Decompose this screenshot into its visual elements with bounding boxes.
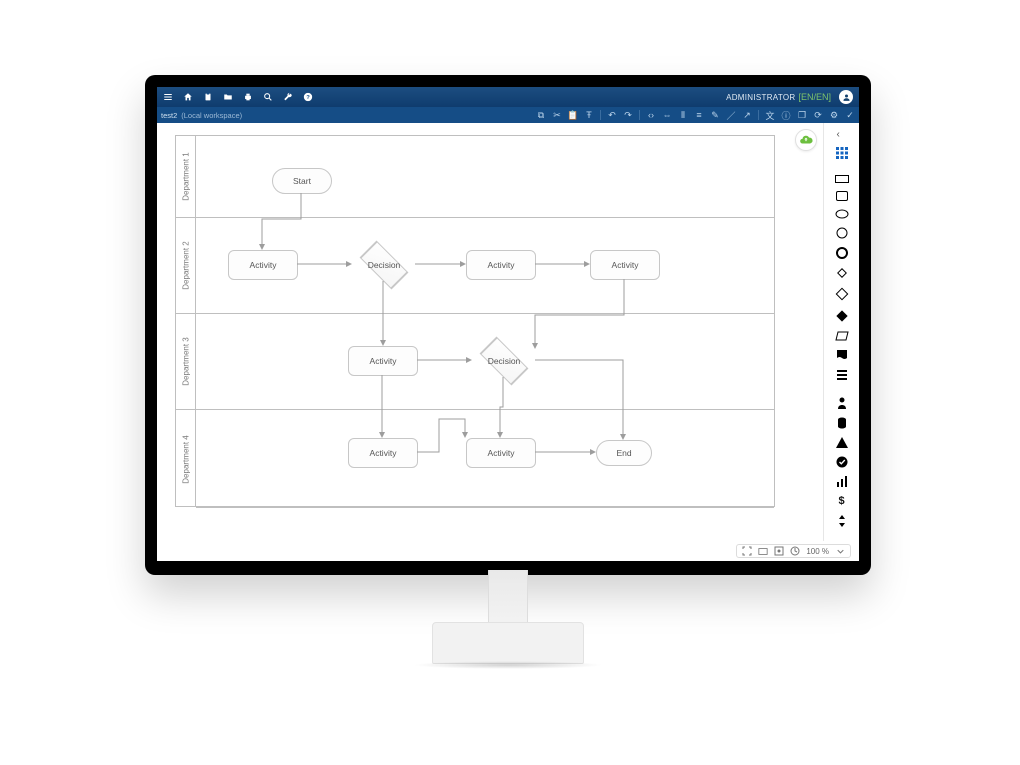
terminal-node[interactable]: Start bbox=[272, 168, 332, 194]
monitor-stand bbox=[432, 570, 584, 675]
zoom-label: 100 % bbox=[806, 547, 829, 556]
palette-collapse-icon[interactable]: ‹ bbox=[837, 129, 847, 139]
database-icon[interactable] bbox=[835, 417, 849, 429]
status-bar: 100 % bbox=[157, 541, 859, 561]
fit-screen-icon[interactable] bbox=[742, 546, 752, 556]
shape-palette: ‹ $T bbox=[823, 123, 859, 541]
sort-icon[interactable] bbox=[835, 515, 849, 527]
undo-icon[interactable]: ↶ bbox=[607, 110, 617, 120]
activity-node[interactable]: Activity bbox=[466, 250, 536, 280]
tab-name: test2 bbox=[161, 111, 177, 120]
code-icon[interactable]: ‹› bbox=[646, 110, 656, 120]
person-icon[interactable] bbox=[835, 397, 849, 409]
zoom-dropdown-icon[interactable] bbox=[835, 546, 845, 556]
actual-size-icon[interactable] bbox=[774, 546, 784, 556]
user-label: ADMINISTRATOR bbox=[726, 93, 795, 102]
diamond-icon[interactable] bbox=[835, 287, 849, 301]
decision-node[interactable]: Decision bbox=[472, 344, 536, 378]
activity-node[interactable]: Activity bbox=[348, 346, 418, 376]
distribute-icon[interactable]: ≡ bbox=[694, 110, 704, 120]
stack-icon[interactable] bbox=[835, 369, 849, 381]
canvas[interactable]: Department 1Department 2Department 3Depa… bbox=[157, 123, 823, 541]
activity-node[interactable]: Activity bbox=[228, 250, 298, 280]
check-circle-icon[interactable] bbox=[835, 456, 849, 468]
arrow-icon[interactable]: ↗ bbox=[742, 110, 752, 120]
refresh-icon[interactable]: ⟳ bbox=[813, 110, 823, 120]
zoom-reset-icon[interactable] bbox=[790, 546, 800, 556]
ellipse-icon[interactable] bbox=[835, 209, 849, 219]
align-icon[interactable]: ⫴ bbox=[678, 110, 688, 120]
home-icon[interactable] bbox=[183, 92, 193, 102]
bar-chart-icon[interactable] bbox=[835, 476, 849, 487]
diamond-small-icon[interactable] bbox=[835, 267, 849, 279]
circle-icon[interactable] bbox=[835, 227, 849, 239]
circle-bold-icon[interactable] bbox=[835, 247, 849, 259]
fit-width-icon[interactable] bbox=[758, 546, 768, 556]
document-tab[interactable]: test2 (Local workspace) bbox=[161, 111, 242, 120]
format-paint-icon[interactable]: Ŧ bbox=[584, 110, 594, 120]
check-icon[interactable]: ✓ bbox=[845, 110, 855, 120]
warning-icon[interactable] bbox=[835, 437, 849, 448]
edit-icon[interactable]: ✎ bbox=[710, 110, 720, 120]
app-screen: ? ADMINISTRATOR [EN/EN] test2 (Local wor… bbox=[157, 87, 859, 561]
wrench-icon[interactable] bbox=[283, 92, 293, 102]
dollar-icon[interactable]: $ bbox=[835, 495, 849, 507]
tab-bar: test2 (Local workspace) ⧉ ✂ 📋 Ŧ ↶ ↷ ‹› ⇔ ⫴ ≡ ✎ ／ ↗ 文 ⓘ… bbox=[157, 107, 859, 123]
activity-node[interactable]: Activity bbox=[466, 438, 536, 468]
activity-node[interactable]: Activity bbox=[590, 250, 660, 280]
monitor-frame: ? ADMINISTRATOR [EN/EN] test2 (Local wor… bbox=[145, 75, 871, 575]
search-icon[interactable] bbox=[263, 92, 273, 102]
lane-label: Department 3 bbox=[176, 314, 196, 410]
lane-label: Department 2 bbox=[176, 218, 196, 314]
decision-node[interactable]: Decision bbox=[352, 248, 416, 282]
palette-grid-icon[interactable] bbox=[836, 147, 848, 159]
rect-wide-icon[interactable] bbox=[835, 175, 849, 183]
cut-icon[interactable]: ✂ bbox=[552, 110, 562, 120]
layers-icon[interactable]: ❐ bbox=[797, 110, 807, 120]
tab-workspace: (Local workspace) bbox=[181, 111, 242, 120]
gateway-icon[interactable] bbox=[835, 309, 849, 323]
activity-node[interactable]: Activity bbox=[348, 438, 418, 468]
paste-icon[interactable]: 📋 bbox=[568, 110, 578, 120]
svg-text:?: ? bbox=[306, 95, 310, 101]
terminal-node[interactable]: End bbox=[596, 440, 652, 466]
clipboard-icon[interactable] bbox=[203, 92, 213, 102]
zoom-controls: 100 % bbox=[736, 544, 851, 558]
print-icon[interactable] bbox=[243, 92, 253, 102]
open-icon[interactable] bbox=[223, 92, 233, 102]
rect-icon[interactable] bbox=[835, 191, 849, 201]
line-icon[interactable]: ／ bbox=[726, 110, 736, 120]
data-icon[interactable] bbox=[835, 331, 849, 341]
copy-icon[interactable]: ⧉ bbox=[536, 110, 546, 120]
user-avatar[interactable] bbox=[839, 90, 853, 104]
lane-label: Department 1 bbox=[176, 136, 196, 218]
translate-icon[interactable]: 文 bbox=[765, 110, 775, 120]
settings-icon[interactable]: ⚙ bbox=[829, 110, 839, 120]
cloud-sync-button[interactable] bbox=[795, 129, 817, 151]
help-icon[interactable]: ? bbox=[303, 92, 313, 102]
info-icon[interactable]: ⓘ bbox=[781, 110, 791, 120]
document-icon[interactable] bbox=[835, 349, 849, 361]
swimlane-pool[interactable]: Department 1Department 2Department 3Depa… bbox=[175, 135, 775, 507]
lane-label-column: Department 1Department 2Department 3Depa… bbox=[176, 136, 196, 506]
main-toolbar: ? ADMINISTRATOR [EN/EN] bbox=[157, 87, 859, 107]
redo-icon[interactable]: ↷ bbox=[623, 110, 633, 120]
menu-icon[interactable] bbox=[163, 92, 173, 102]
lane-label: Department 4 bbox=[176, 410, 196, 508]
language-badge[interactable]: [EN/EN] bbox=[798, 92, 831, 102]
link-icon[interactable]: ⇔ bbox=[662, 110, 672, 120]
